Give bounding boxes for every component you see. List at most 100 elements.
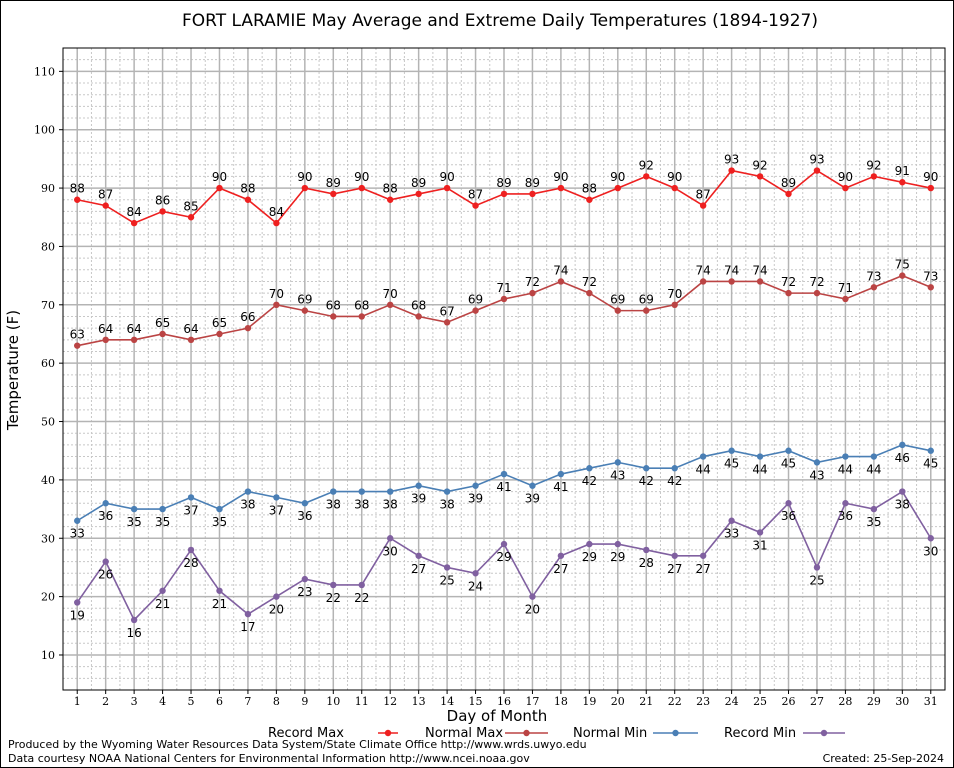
data-point [671, 301, 678, 308]
x-tick-label: 14 [440, 695, 454, 708]
data-point [643, 465, 650, 472]
data-point [728, 447, 735, 454]
data-point [870, 505, 878, 513]
data-label: 26 [98, 568, 113, 582]
data-point [415, 552, 422, 559]
data-label: 31 [752, 538, 767, 552]
y-tick-label: 60 [41, 357, 55, 370]
data-label: 38 [240, 498, 255, 512]
data-point [899, 179, 906, 186]
y-tick-label: 50 [41, 416, 55, 429]
data-point [216, 505, 223, 513]
data-point [842, 184, 849, 192]
y-tick-label: 70 [41, 299, 55, 312]
x-axis-label: Day of Month [447, 707, 548, 725]
legend-item-normal-min: Normal Min [573, 726, 698, 741]
legend-item-normal-max: Normal Max [425, 726, 548, 741]
data-label: 41 [553, 480, 568, 494]
data-label: 67 [439, 304, 454, 318]
data-point [443, 184, 451, 192]
data-label: 90 [923, 170, 938, 184]
data-label: 35 [126, 515, 141, 529]
data-point [472, 482, 479, 489]
data-point [301, 307, 309, 314]
data-label: 84 [126, 205, 141, 219]
x-tick-label: 9 [301, 695, 308, 708]
data-label: 16 [126, 626, 141, 640]
data-point [273, 301, 280, 308]
data-label: 73 [923, 269, 938, 283]
data-point [586, 196, 593, 203]
data-label: 36 [781, 509, 796, 523]
legend-item-record-max: Record Max [268, 726, 398, 741]
data-label: 74 [752, 263, 767, 277]
data-label: 25 [439, 573, 454, 587]
data-point [614, 307, 622, 314]
data-point [216, 587, 223, 594]
data-point [358, 488, 365, 495]
x-tick-label: 29 [867, 695, 881, 708]
data-point [358, 184, 365, 192]
data-label: 70 [269, 287, 284, 301]
data-point [74, 196, 81, 203]
data-point [813, 459, 821, 466]
x-tick-label: 12 [383, 695, 397, 708]
legend-marker [820, 729, 828, 737]
data-label: 36 [98, 509, 113, 523]
data-labels: 88 87 84 86 85 90 88 84 90 89 90 88 89 90 87 89 89 90 88 90… [70, 153, 939, 640]
grid [63, 47, 945, 691]
data-label: 90 [838, 170, 853, 184]
x-tick-label: 27 [810, 695, 824, 708]
data-point [301, 575, 309, 583]
data-label: 22 [326, 591, 341, 605]
data-label: 66 [240, 310, 255, 324]
data-label: 92 [639, 158, 654, 172]
data-label: 72 [525, 275, 540, 289]
data-point [785, 447, 792, 454]
data-point [529, 593, 536, 600]
x-tick-label: 21 [639, 695, 653, 708]
data-point [756, 278, 764, 285]
data-point [643, 173, 650, 180]
data-label: 38 [439, 498, 454, 512]
data-label: 38 [895, 498, 910, 512]
x-tick-label: 23 [696, 695, 710, 708]
data-label: 45 [781, 457, 796, 471]
data-label: 39 [411, 492, 426, 506]
data-label: 41 [496, 480, 511, 494]
x-tick-label: 1 [74, 695, 81, 708]
data-label: 89 [326, 176, 341, 190]
data-label: 93 [809, 153, 824, 167]
x-tick-label: 3 [131, 695, 138, 708]
data-point [671, 184, 678, 192]
data-point [728, 167, 735, 174]
data-point [699, 552, 707, 559]
data-point [586, 289, 593, 297]
data-label: 27 [696, 562, 711, 576]
data-label: 69 [468, 293, 483, 307]
data-label: 87 [468, 188, 483, 202]
data-label: 38 [326, 498, 341, 512]
data-point [557, 278, 565, 285]
x-tick-label: 7 [244, 695, 251, 708]
data-point [443, 319, 451, 326]
chart-title: FORT LARAMIE May Average and Extreme Dai… [182, 11, 818, 31]
data-label: 28 [639, 556, 654, 570]
data-label: 85 [183, 199, 198, 213]
data-point [301, 500, 309, 507]
data-label: 46 [895, 451, 910, 465]
data-point [358, 313, 365, 320]
data-point [728, 517, 735, 524]
data-point [842, 295, 849, 303]
data-label: 35 [212, 515, 227, 529]
data-point [614, 540, 622, 548]
data-point [358, 581, 365, 589]
data-label: 22 [354, 591, 369, 605]
data-label: 75 [895, 258, 910, 272]
x-tick-label: 4 [159, 695, 166, 708]
data-label: 74 [553, 263, 568, 277]
y-tick-label: 30 [41, 532, 55, 545]
data-label: 44 [838, 463, 853, 477]
